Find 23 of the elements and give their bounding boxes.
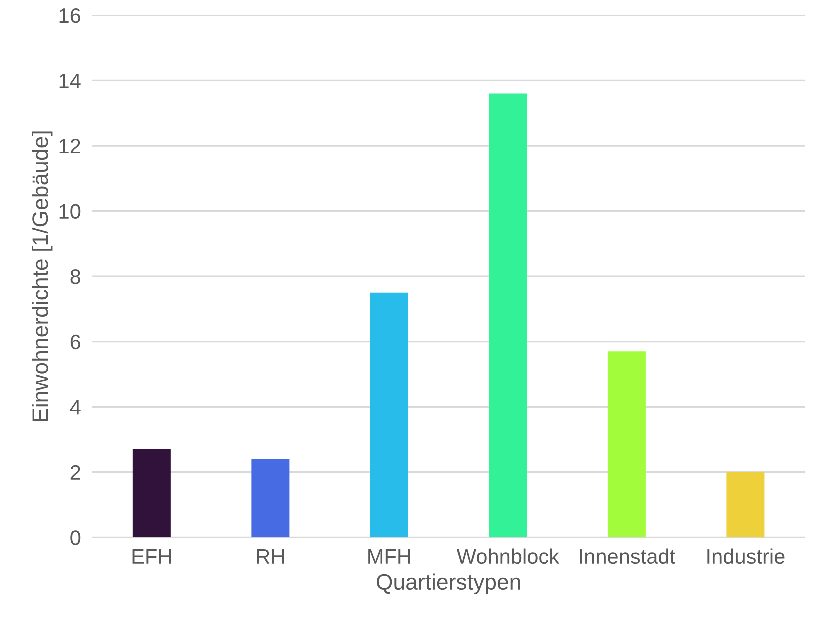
y-tick-label: 2 [70, 465, 80, 480]
bar [489, 94, 528, 538]
x-tick-label: Industrie [708, 548, 785, 564]
y-tick-label: 4 [70, 400, 81, 415]
y-tick-label: 12 [60, 139, 80, 154]
x-tick-label: EFH [132, 550, 172, 564]
y-tick-label: 6 [70, 334, 81, 350]
x-tick-label: MFH [368, 550, 410, 564]
bar [252, 459, 290, 538]
x-tick-label: Wohnblock [456, 548, 560, 564]
bar [726, 472, 765, 538]
bar [132, 450, 171, 538]
y-tick-label: 0 [70, 530, 81, 546]
bar [370, 292, 408, 538]
y-axis-title: Einwohnerdichte [1/Gebäude] [32, 132, 53, 422]
x-tick-label: RH [257, 550, 284, 564]
x-axis-title: Quartierstypen [376, 574, 520, 594]
bar [608, 352, 646, 538]
y-tick-label: 8 [70, 270, 81, 284]
y-tick-label: 10 [60, 204, 81, 220]
x-tick-label: Innenstadt [580, 548, 676, 564]
y-tick-label: 14 [60, 74, 81, 88]
y-tick-label: 16 [60, 8, 81, 24]
